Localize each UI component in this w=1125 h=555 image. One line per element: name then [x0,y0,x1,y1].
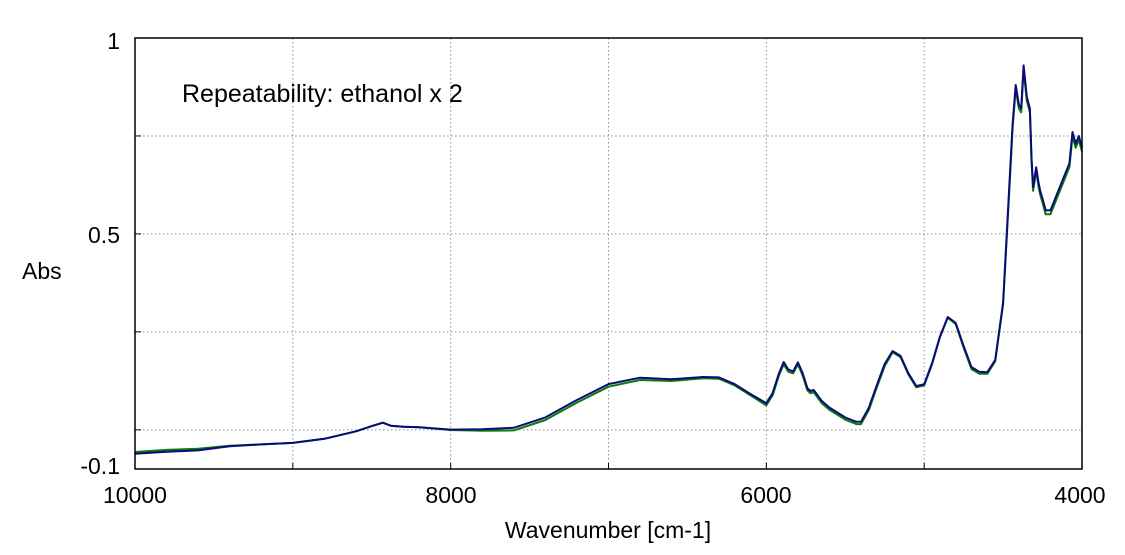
x-tick-label-10000: 10000 [103,482,167,508]
x-tick-label-4000: 4000 [1054,482,1105,508]
grid-lines [135,38,1082,469]
annotation-text: Repeatability: ethanol x 2 [182,80,463,108]
y-tick-label-0-5: 0.5 [88,222,120,248]
x-tick-label-8000: 8000 [425,482,476,508]
x-axis-title: Wavenumber [cm-1] [505,517,711,543]
y-tick-label-neg-0-1: -0.1 [80,453,120,479]
plot-background [135,38,1082,469]
series-layer [134,64,1083,455]
x-tick-label-6000: 6000 [740,482,791,508]
axis-ticks [134,37,1083,470]
series-line-2 [134,64,1083,455]
y-axis-title: Abs [22,258,62,284]
y-tick-label-1: 1 [107,28,120,54]
